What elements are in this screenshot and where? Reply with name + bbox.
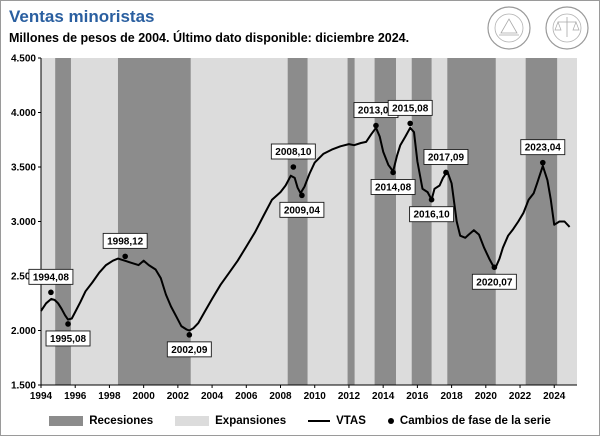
legend-label-points: Cambios de fase de la serie <box>399 415 551 427</box>
callout-box <box>520 139 566 156</box>
seal-left-icon <box>487 6 531 50</box>
callout-label: 2014,08 <box>375 182 412 193</box>
chart-subtitle: Millones de pesos de 2004. Último dato d… <box>9 31 410 45</box>
legend-swatch-expansion <box>175 416 210 426</box>
x-tick-label: 2018 <box>440 391 463 402</box>
legend-label-expansion: Expansiones <box>215 415 287 427</box>
recession-band <box>117 58 191 385</box>
callout-box <box>279 201 325 218</box>
x-tick-label: 2012 <box>338 391 361 402</box>
x-tick-label: 2006 <box>235 391 258 402</box>
callout-box <box>409 206 455 223</box>
plot-area: 1.500 2.000 2.500 3.000 3.500 4.000 4.500 1994 1… <box>11 54 577 402</box>
x-tick-label: 1998 <box>98 391 121 402</box>
y-tick-label: 3.500 <box>11 163 36 174</box>
x-tick-label: 2010 <box>304 391 327 402</box>
phase-change-point <box>491 264 498 271</box>
callout-label: 2008,10 <box>275 147 312 158</box>
x-tick-label: 2024 <box>543 391 566 402</box>
callout-label: 1998,12 <box>107 236 144 247</box>
x-tick-label: 2000 <box>133 391 156 402</box>
recession-band <box>347 58 355 385</box>
seal-right-icon <box>545 6 589 50</box>
y-tick-label: 2.500 <box>11 272 36 283</box>
legend-item-recession: Recesiones <box>49 415 153 427</box>
callout-label: 1994,08 <box>33 272 70 283</box>
callout-label: 2009,04 <box>284 205 321 216</box>
callout-box <box>270 143 316 160</box>
phase-change-point <box>390 169 396 176</box>
phase-change-point <box>48 289 54 296</box>
y-tick-label: 2.000 <box>11 326 36 337</box>
callout-box <box>45 330 91 347</box>
phase-change-point <box>299 192 305 199</box>
phase-change-point <box>122 253 128 260</box>
chart-title: Ventas minoristas <box>9 7 155 26</box>
legend-swatch-points <box>387 418 394 424</box>
y-tick-label: 4.000 <box>11 108 36 119</box>
x-tick-label: 1994 <box>30 391 53 402</box>
legend-swatch-series <box>308 420 331 422</box>
phase-change-point <box>290 164 297 170</box>
x-tick-label: 1996 <box>64 391 87 402</box>
x-tick-label: 2004 <box>201 391 224 402</box>
callout-label: 2002,09 <box>171 345 208 356</box>
legend-item-expansion: Expansiones <box>175 415 286 427</box>
phase-change-point <box>373 122 379 129</box>
x-tick-label: 2008 <box>269 391 292 402</box>
callout-box <box>387 99 433 116</box>
x-tick-label: 2020 <box>475 391 498 402</box>
y-tick-label: 3.000 <box>11 217 36 228</box>
phase-change-point <box>65 321 71 327</box>
y-tick-label: 4.500 <box>11 54 36 65</box>
phase-change-point <box>539 159 546 166</box>
phase-change-point <box>428 196 435 203</box>
phase-change-point <box>443 169 449 176</box>
recession-band <box>287 58 308 385</box>
x-tick-label: 2014 <box>372 391 395 402</box>
callout-label: 1995,08 <box>50 334 87 345</box>
recession-band <box>447 58 496 385</box>
x-tick-label: 2016 <box>406 391 429 402</box>
callout-label: 2020,07 <box>476 277 513 288</box>
x-tick-label: 2022 <box>509 391 532 402</box>
legend-item-series: VTAS <box>308 415 366 427</box>
callout-label: 2017,09 <box>428 152 465 163</box>
legend-label-recession: Recesiones <box>89 415 154 427</box>
legend: Recesiones Expansiones VTAS Cambios de f… <box>1 407 599 435</box>
callout-box <box>28 268 74 285</box>
callout-box <box>370 178 416 195</box>
callout-box <box>166 341 212 358</box>
callout-label: 2023,04 <box>525 143 562 154</box>
callout-label: 2013,08 <box>358 106 395 117</box>
y-tick-label: 1.500 <box>11 381 36 392</box>
recession-band <box>525 58 558 385</box>
callout-label: 2016,10 <box>414 210 451 221</box>
legend-label-series: VTAS <box>336 415 366 427</box>
phase-change-point <box>407 120 413 127</box>
x-tick-label: 2002 <box>167 391 190 402</box>
callout-box <box>423 148 469 165</box>
phase-change-point <box>186 332 193 338</box>
legend-item-points: Cambios de fase de la serie <box>387 415 551 427</box>
callout-label: 2015,08 <box>392 103 429 114</box>
legend-swatch-recession <box>49 416 84 426</box>
callout-box <box>471 273 517 290</box>
callout-box <box>102 232 148 249</box>
